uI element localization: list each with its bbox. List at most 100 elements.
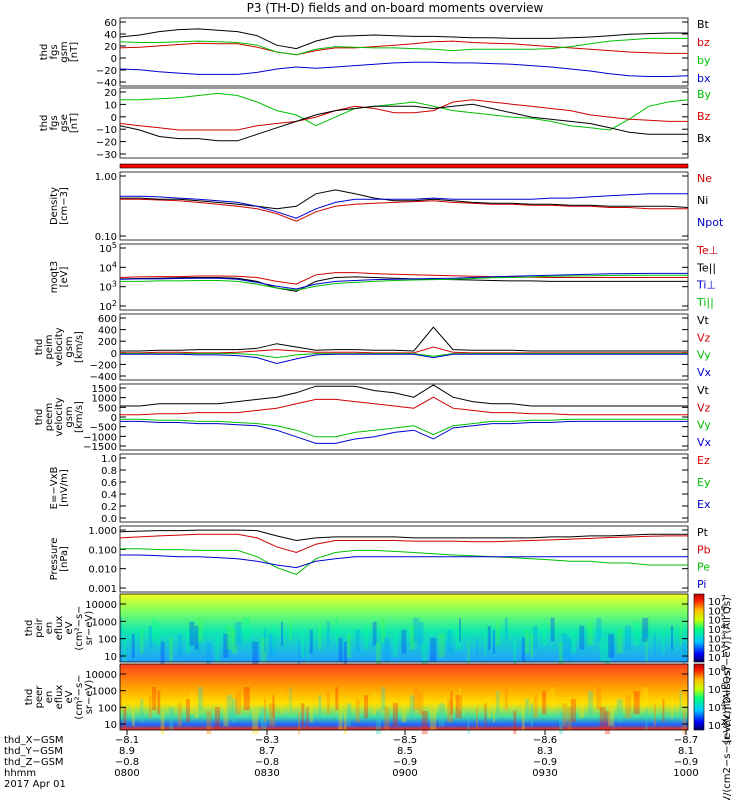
spectrogram-streak <box>671 695 673 719</box>
spectrogram-streak <box>525 629 530 654</box>
spectrogram-streak <box>375 641 381 666</box>
ytick-label: 1.00 <box>95 172 117 183</box>
spectrogram-streak <box>343 641 347 666</box>
spectrogram-streak <box>550 617 555 642</box>
spectrogram-streak <box>264 629 266 654</box>
ylabel-line: en <box>44 691 55 704</box>
spectrogram-streak <box>521 637 525 662</box>
ylabel-line: [nT] <box>69 42 80 62</box>
xaxis-tick-label: 8.3 <box>537 746 553 757</box>
spectrogram-streak <box>682 641 686 666</box>
ylabel-line: eflux <box>54 616 65 641</box>
ytick-label: 0 <box>111 413 117 424</box>
ytick-label: 500 <box>98 403 117 414</box>
series-fgs-gse-Bz <box>119 99 688 131</box>
spectrogram-streak <box>186 629 191 654</box>
series-density-Npot <box>120 193 688 219</box>
ylabel-line: peer <box>34 685 45 709</box>
spectrogram-streak <box>381 617 386 642</box>
panel-pressure: 1.000 0.100 0.010 0.001 Pt Pb Pe Pi Pressure [nPa… <box>49 525 711 595</box>
legend-Ti⊥: Ti⊥ <box>696 279 716 292</box>
legend-Pt: Pt <box>697 526 709 539</box>
spectrogram-streak <box>347 703 352 727</box>
ylabel-line: fgs <box>49 44 60 59</box>
legend-Vt: Vt <box>697 314 710 327</box>
series-peem-velocity-Vy <box>120 418 688 438</box>
panel-frame <box>119 87 689 159</box>
date-label: 2017 Apr 01 <box>4 779 66 790</box>
legend-Vz: Vz <box>697 401 711 414</box>
spectrogram-streak <box>604 711 610 735</box>
spectrogram-streak <box>214 707 220 731</box>
spectrogram-streak <box>421 641 428 666</box>
ytick-label: 102 <box>99 299 117 313</box>
ytick-label: 0 <box>111 113 117 124</box>
series-fgs-gsm-bx <box>119 61 689 77</box>
ylabel-line: gsm <box>64 406 75 427</box>
spectrogram-streak <box>401 629 407 654</box>
ytick-label: 1500 <box>92 384 117 395</box>
ylabel-line: eflux <box>54 685 65 710</box>
panel-frame <box>119 313 689 381</box>
spectrogram-streak <box>608 703 615 727</box>
spectrogram-streak <box>642 687 649 711</box>
ytick-label: −20 <box>96 66 117 77</box>
spectrogram-streak <box>226 695 233 719</box>
spectrogram-streak <box>525 699 530 723</box>
spectrogram-streak <box>496 621 500 646</box>
spectrogram-streak <box>450 621 453 646</box>
ytick-label: 1000 <box>92 394 117 405</box>
spectrogram-streak <box>604 641 610 666</box>
xaxis-tick-label: −8.6 <box>533 735 557 746</box>
legend-Te⊥: Te⊥ <box>696 244 718 257</box>
spectrogram-streak <box>493 629 495 654</box>
spectrogram-streak <box>169 637 174 662</box>
spectrogram-streak <box>338 707 343 731</box>
spectrogram-streak <box>438 633 445 658</box>
spectrogram-streak <box>645 707 648 731</box>
xaxis-row-label: thd_X−GSM <box>4 735 64 746</box>
series-peem-velocity-Vt <box>120 384 688 407</box>
spectrogram-streak <box>467 641 470 666</box>
spectrogram-streak <box>289 687 292 711</box>
spectrogram-streak <box>338 637 343 662</box>
spectrogram-streak <box>120 617 122 642</box>
ylabel-line: eV <box>64 621 75 634</box>
panel-frame <box>119 663 689 731</box>
ytick-label: −20 <box>96 138 117 149</box>
ytick-label: −400 <box>90 372 117 383</box>
legend-Pb: Pb <box>697 543 711 556</box>
legend-Vx: Vx <box>697 436 712 449</box>
spectrogram-streak <box>616 699 623 723</box>
ylabel-line: sr−eV) <box>84 680 95 715</box>
spectrogram-streak <box>372 621 377 646</box>
spectrogram-streak <box>533 625 538 650</box>
spectrogram-streak <box>587 621 593 646</box>
spectrogram-streak <box>599 637 606 662</box>
xaxis-tick-label: −0.9 <box>674 757 698 768</box>
spectrogram-streak <box>318 625 322 650</box>
spectrogram-streak <box>496 691 500 715</box>
colorbar-label: [eV/(cm2−s−sr−eV)] (All Qs) <box>722 597 733 743</box>
panel-density: 1.00 0.10 Ne Ni Npot Density [cm−3] <box>49 171 724 243</box>
ylabel-line: moqt3 <box>49 261 60 294</box>
spectrogram-streak <box>301 703 305 727</box>
spectrogram-streak <box>169 707 174 731</box>
ylabel-line: [nT] <box>69 113 80 133</box>
ylabel-line: thd <box>24 689 35 706</box>
ylabel-line: peir <box>34 617 45 637</box>
ylabel-line: thd <box>34 409 45 426</box>
panel-frame <box>119 453 689 523</box>
spectrogram-streak <box>364 625 369 650</box>
spectrogram-streak <box>662 629 665 654</box>
spectrogram-streak <box>567 637 572 662</box>
chart-title: P3 (TH-D) fields and on-board moments ov… <box>247 1 544 15</box>
spectrogram-streak <box>272 695 275 719</box>
colorbar <box>693 663 705 731</box>
spectrogram-streak <box>384 637 390 662</box>
series-fgs-gsm-bz <box>119 40 688 56</box>
spectrogram-streak <box>318 695 322 719</box>
ylabel-line: thd <box>24 620 35 637</box>
